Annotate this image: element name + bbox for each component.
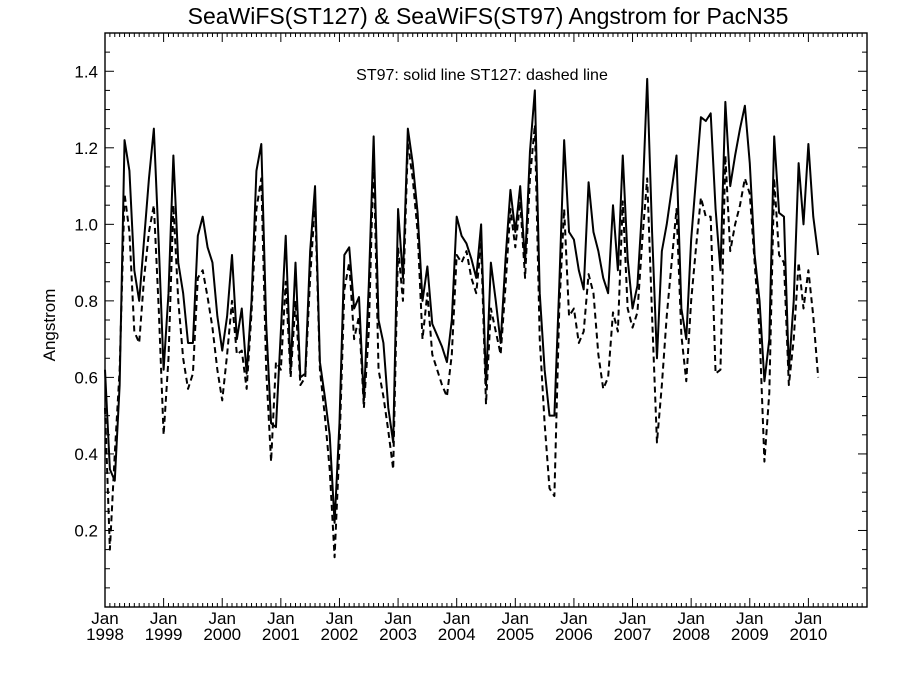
series-annotation: ST97: solid line ST127: dashed line: [356, 67, 608, 84]
x-tick-month-label: Jan: [150, 609, 177, 628]
y-tick-label: 1.0: [74, 215, 98, 234]
x-tick-year-label: 1999: [145, 625, 183, 644]
y-tick-label: 0.4: [74, 445, 98, 464]
x-tick-year-label: 2006: [555, 625, 593, 644]
x-tick-month-label: Jan: [91, 609, 118, 628]
x-tick-year-label: 2009: [731, 625, 769, 644]
series-layer: [104, 77, 820, 559]
x-tick-year-label: 2010: [789, 625, 827, 644]
y-tick-label: 1.2: [74, 139, 98, 158]
x-tick-year-label: 2007: [614, 625, 652, 644]
y-tick-label: 1.4: [74, 62, 98, 81]
x-tick-year-label: 2004: [438, 625, 476, 644]
x-tick-month-label: Jan: [502, 609, 529, 628]
x-tick-year-label: 2000: [203, 625, 241, 644]
x-tick-month-label: Jan: [443, 609, 470, 628]
x-tick-month-label: Jan: [267, 609, 294, 628]
x-tick-month-label: Jan: [560, 609, 587, 628]
x-tick-month-label: Jan: [326, 609, 353, 628]
y-axis-label: Angstrom: [40, 289, 59, 362]
x-tick-month-label: Jan: [795, 609, 822, 628]
x-tick-year-label: 2002: [321, 625, 359, 644]
x-tick-year-label: 2003: [379, 625, 417, 644]
x-tick-year-label: 2008: [672, 625, 710, 644]
x-tick-month-label: Jan: [209, 609, 236, 628]
x-axis: Jan1998Jan1999Jan2000Jan2001Jan2002Jan20…: [86, 33, 863, 644]
series-line-st97: [104, 77, 820, 524]
x-tick-month-label: Jan: [736, 609, 763, 628]
y-tick-label: 0.8: [74, 292, 98, 311]
series-line-st127: [104, 123, 820, 559]
x-tick-year-label: 1998: [86, 625, 124, 644]
x-tick-year-label: 2001: [262, 625, 300, 644]
x-tick-year-label: 2005: [496, 625, 534, 644]
x-tick-month-label: Jan: [619, 609, 646, 628]
x-tick-month-label: Jan: [384, 609, 411, 628]
x-tick-month-label: Jan: [677, 609, 704, 628]
chart-title: SeaWiFS(ST127) & SeaWiFS(ST97) Angstrom …: [188, 3, 789, 29]
y-tick-label: 0.2: [74, 521, 98, 540]
y-tick-label: 0.6: [74, 368, 98, 387]
